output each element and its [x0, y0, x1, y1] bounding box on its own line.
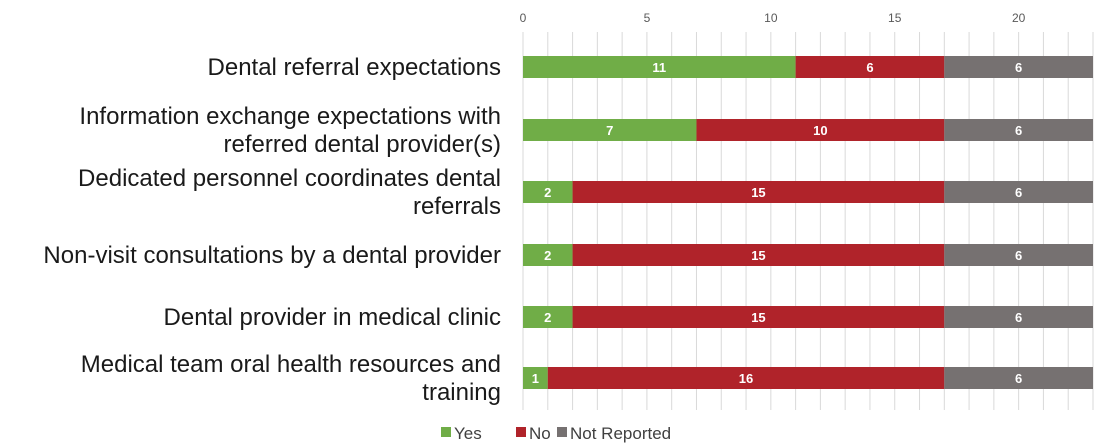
bar-yes	[523, 306, 573, 328]
category-label: Information exchange expectations with	[79, 103, 501, 130]
x-tick-label: 10	[764, 11, 778, 25]
bar-no	[696, 119, 945, 141]
bar-yes	[523, 367, 548, 389]
data-label: 11	[652, 60, 666, 75]
x-tick-label: 0	[520, 11, 527, 25]
data-label: 6	[1015, 310, 1022, 325]
category-labels: Dental referral expectations Information …	[43, 54, 501, 406]
data-label: 10	[813, 123, 827, 138]
category-label: referrals	[413, 193, 501, 220]
data-label: 6	[866, 60, 873, 75]
data-label: 7	[606, 123, 613, 138]
x-tick-label: 5	[644, 11, 651, 25]
data-label: 15	[751, 248, 765, 263]
bars: 11 6 67 10 62 15 62 15 62 15 61 16 6	[523, 56, 1093, 389]
x-tick-label: 15	[888, 11, 902, 25]
bar-not-reported	[944, 306, 1093, 328]
bar-no	[547, 367, 945, 389]
legend-label: Yes	[454, 424, 482, 443]
category-label: training	[422, 379, 501, 406]
bar-not-reported	[944, 181, 1093, 203]
category-label: Dental referral expectations	[208, 54, 501, 81]
bar-yes	[523, 56, 796, 78]
data-label: 16	[739, 371, 753, 386]
data-label: 6	[1015, 185, 1022, 200]
bar-no	[572, 181, 945, 203]
bar-yes	[523, 244, 573, 266]
category-label: Non-visit consultations by a dental prov…	[43, 242, 501, 269]
x-axis-ticks: 0 5 10 15 20	[520, 11, 1026, 25]
bar-yes	[523, 181, 573, 203]
bar-yes	[523, 119, 697, 141]
bar-no	[572, 244, 945, 266]
bar-no	[572, 306, 945, 328]
bar-not-reported	[944, 244, 1093, 266]
data-label: 15	[751, 310, 765, 325]
legend-swatch-no	[516, 427, 526, 437]
bar-not-reported	[944, 56, 1093, 78]
category-label: Medical team oral health resources and	[81, 351, 501, 378]
category-label: referred dental provider(s)	[224, 131, 501, 158]
data-label: 15	[751, 185, 765, 200]
gridlines	[522, 32, 1094, 410]
category-label: Dental provider in medical clinic	[164, 304, 501, 331]
category-label: Dedicated personnel coordinates dental	[78, 165, 501, 192]
data-label: 2	[544, 310, 551, 325]
data-label: 2	[544, 185, 551, 200]
data-label: 6	[1015, 371, 1022, 386]
legend-label: Not Reported	[570, 424, 671, 443]
data-label: 1	[532, 371, 539, 386]
legend: Yes No Not Reported	[441, 424, 671, 443]
data-label: 6	[1015, 123, 1022, 138]
bar-no	[795, 56, 945, 78]
legend-swatch-not-reported	[557, 427, 567, 437]
bar-not-reported	[944, 367, 1093, 389]
legend-swatch-yes	[441, 427, 451, 437]
data-label: 2	[544, 248, 551, 263]
x-tick-label: 20	[1012, 11, 1026, 25]
bar-not-reported	[944, 119, 1093, 141]
data-label: 6	[1015, 60, 1022, 75]
data-label: 6	[1015, 248, 1022, 263]
legend-label: No	[529, 424, 551, 443]
